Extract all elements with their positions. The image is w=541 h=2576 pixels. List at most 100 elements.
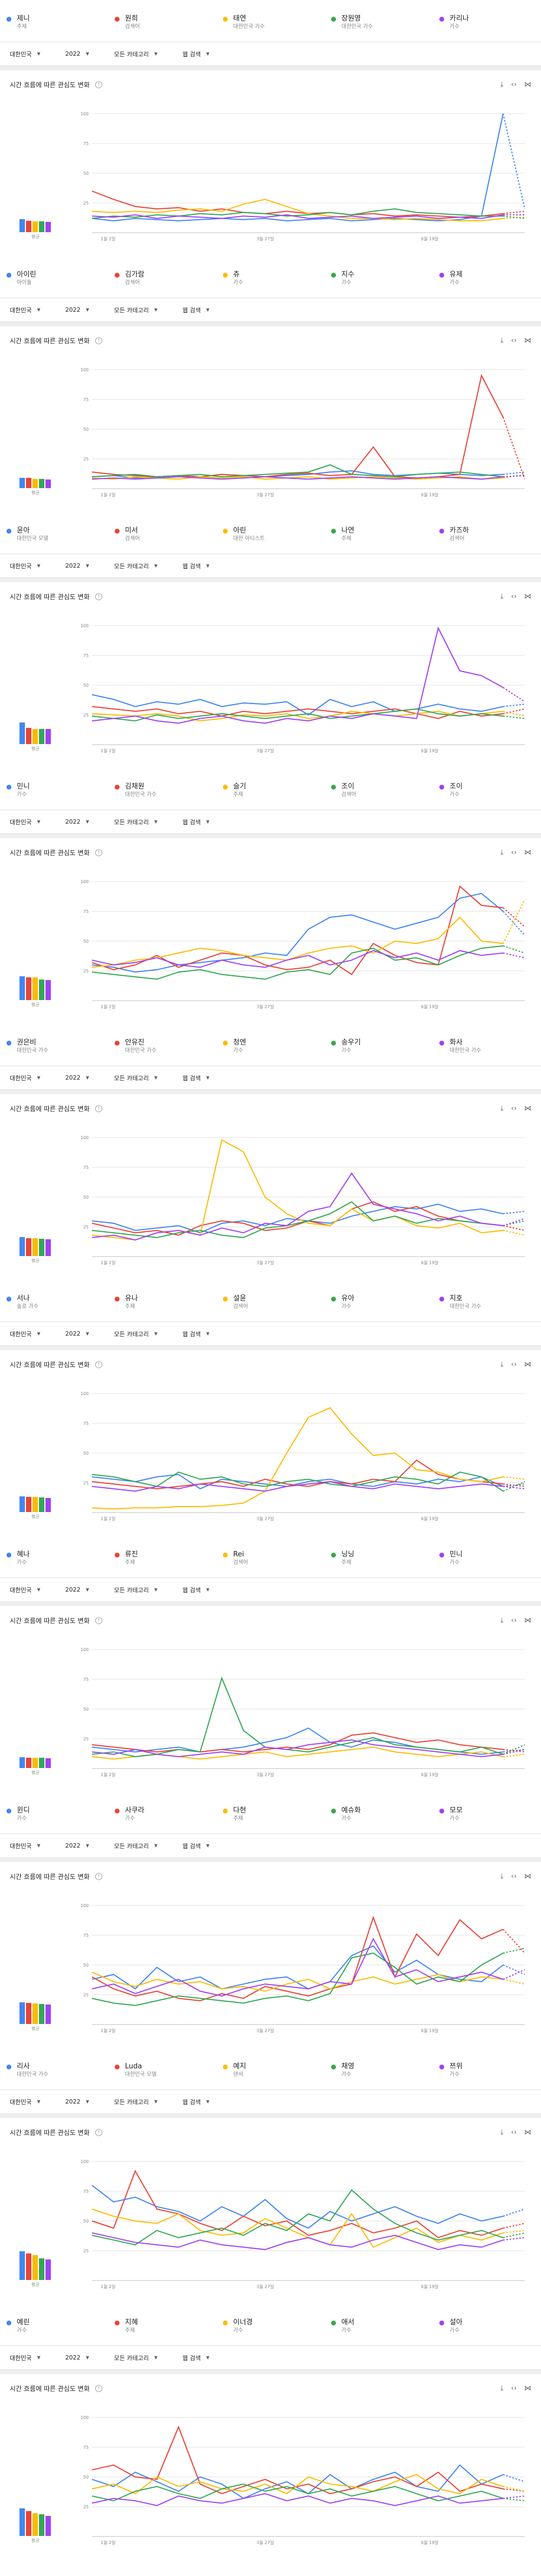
search-term[interactable]: 원희 검색어: [108, 0, 216, 31]
interest-line-chart[interactable]: 100 75 50 25 1월 2일 3월 27일 6월 19일: [11, 2151, 530, 2302]
region-filter[interactable]: 대한민국 ▼: [10, 818, 41, 826]
search-term[interactable]: 지혜 주제: [108, 2304, 216, 2335]
search-term[interactable]: 애서 가수: [325, 2304, 433, 2335]
search-term[interactable]: 청엔 가수: [216, 1024, 325, 1055]
search-type-filter[interactable]: 웹 검색 ▼: [182, 2098, 209, 2106]
embed-icon[interactable]: ‹›: [511, 1872, 517, 1881]
search-term[interactable]: 김가람 검색어: [108, 256, 216, 287]
help-icon[interactable]: ?: [95, 1872, 102, 1880]
search-term[interactable]: 예린 가수: [0, 2304, 108, 2335]
interest-line-chart[interactable]: 100 75 50 25 1월 2일 3월 27일 6월 19일: [11, 359, 530, 510]
search-term[interactable]: 화사 대한민국 가수: [433, 1024, 541, 1055]
search-term[interactable]: 유제 가수: [433, 256, 541, 287]
search-term[interactable]: 유나 주제: [108, 1280, 216, 1311]
period-filter[interactable]: 2022 ▼: [65, 50, 89, 57]
help-icon[interactable]: ?: [95, 1361, 102, 1368]
region-filter[interactable]: 대한민국 ▼: [10, 1842, 41, 1850]
period-filter[interactable]: 2022 ▼: [65, 1586, 89, 1593]
share-icon[interactable]: ⋈: [524, 1616, 531, 1625]
download-icon[interactable]: ⤓: [500, 336, 504, 345]
interest-line-chart[interactable]: 100 75 50 25 1월 2일 3월 27일 6월 19일: [11, 1895, 530, 2046]
embed-icon[interactable]: ‹›: [511, 848, 517, 857]
interest-line-chart[interactable]: 100 75 50 25 1월 2일 3월 27일 6월 19일: [11, 615, 530, 766]
interest-line-chart[interactable]: 100 75 50 25 1월 2일 3월 27일 6월 19일: [11, 1383, 530, 1534]
help-icon[interactable]: ?: [95, 81, 102, 88]
search-term[interactable]: 모모 가수: [433, 1792, 541, 1823]
search-term[interactable]: 사쿠라 가수: [108, 1792, 216, 1823]
search-type-filter[interactable]: 웹 검색 ▼: [182, 818, 209, 826]
search-term[interactable]: 카리나 가수: [433, 0, 541, 31]
help-icon[interactable]: ?: [95, 593, 102, 600]
download-icon[interactable]: ⤓: [500, 1360, 504, 1369]
share-icon[interactable]: ⋈: [524, 848, 531, 857]
share-icon[interactable]: ⋈: [524, 592, 531, 601]
search-term[interactable]: 슬기 주제: [216, 768, 325, 799]
search-term[interactable]: 민니 가수: [433, 1536, 541, 1567]
search-type-filter[interactable]: 웹 검색 ▼: [182, 2354, 209, 2362]
search-term[interactable]: 아린 대한 아티스트: [216, 512, 325, 543]
category-filter[interactable]: 모든 카테고리 ▼: [114, 2098, 157, 2106]
search-term[interactable]: 지호 대한민국 가수: [433, 1280, 541, 1311]
period-filter[interactable]: 2022 ▼: [65, 1330, 89, 1337]
search-term[interactable]: 설아 가수: [433, 2304, 541, 2335]
category-filter[interactable]: 모든 카테고리 ▼: [114, 562, 157, 570]
search-term[interactable]: 닝닝 주제: [325, 1536, 433, 1567]
search-term[interactable]: 설윤 검색어: [216, 1280, 325, 1311]
embed-icon[interactable]: ‹›: [511, 1104, 517, 1113]
search-type-filter[interactable]: 웹 검색 ▼: [182, 306, 209, 314]
search-term[interactable]: 태연 대한민국 가수: [216, 0, 325, 31]
interest-line-chart[interactable]: 100 75 50 25 1월 2일 3월 27일 6월 19일: [11, 103, 530, 254]
region-filter[interactable]: 대한민국 ▼: [10, 2098, 41, 2106]
embed-icon[interactable]: ‹›: [511, 592, 517, 601]
search-type-filter[interactable]: 웹 검색 ▼: [182, 1586, 209, 1594]
interest-line-chart[interactable]: 100 75 50 25 1월 2일 3월 27일 6월 19일: [11, 871, 530, 1022]
search-term[interactable]: 서나 솔로 가수: [0, 1280, 108, 1311]
period-filter[interactable]: 2022 ▼: [65, 2354, 89, 2361]
search-term[interactable]: 장원영 대한민국 가수: [325, 0, 433, 31]
search-type-filter[interactable]: 웹 검색 ▼: [182, 562, 209, 570]
search-type-filter[interactable]: 웹 검색 ▼: [182, 1842, 209, 1850]
period-filter[interactable]: 2022 ▼: [65, 1074, 89, 1081]
search-term[interactable]: 아이린 아이돌: [0, 256, 108, 287]
search-term[interactable]: 다현 주제: [216, 1792, 325, 1823]
search-term[interactable]: 제니 주제: [0, 0, 108, 31]
search-term[interactable]: 윤아 대한민국 모델: [0, 512, 108, 543]
help-icon[interactable]: ?: [95, 1105, 102, 1112]
period-filter[interactable]: 2022 ▼: [65, 818, 89, 825]
search-term[interactable]: 카즈하 검색어: [433, 512, 541, 543]
embed-icon[interactable]: ‹›: [511, 2384, 517, 2393]
embed-icon[interactable]: ‹›: [511, 80, 517, 89]
region-filter[interactable]: 대한민국 ▼: [10, 2354, 41, 2362]
interest-line-chart[interactable]: 100 75 50 25 1월 2일 3월 27일 6월 19일: [11, 1639, 530, 1790]
share-icon[interactable]: ⋈: [524, 80, 531, 89]
category-filter[interactable]: 모든 카테고리 ▼: [114, 306, 157, 314]
download-icon[interactable]: ⤓: [500, 1104, 504, 1113]
share-icon[interactable]: ⋈: [524, 2384, 531, 2393]
download-icon[interactable]: ⤓: [500, 1616, 504, 1625]
download-icon[interactable]: ⤓: [500, 80, 504, 89]
search-term[interactable]: 권은비 대한민국 가수: [0, 1024, 108, 1055]
search-term[interactable]: 이너경 가수: [216, 2304, 325, 2335]
search-type-filter[interactable]: 웹 검색 ▼: [182, 50, 209, 58]
region-filter[interactable]: 대한민국 ▼: [10, 562, 41, 570]
help-icon[interactable]: ?: [95, 849, 102, 856]
share-icon[interactable]: ⋈: [524, 2128, 531, 2137]
download-icon[interactable]: ⤓: [500, 2384, 504, 2393]
search-term[interactable]: 리사 대한민국 가수: [0, 2048, 108, 2079]
category-filter[interactable]: 모든 카테고리 ▼: [114, 1586, 157, 1594]
search-term[interactable]: 예지 댄서: [216, 2048, 325, 2079]
help-icon[interactable]: ?: [95, 2384, 102, 2392]
download-icon[interactable]: ⤓: [500, 2128, 504, 2137]
category-filter[interactable]: 모든 카테고리 ▼: [114, 818, 157, 826]
search-term[interactable]: 나연 주제: [325, 512, 433, 543]
search-term[interactable]: 유아 가수: [325, 1280, 433, 1311]
region-filter[interactable]: 대한민국 ▼: [10, 306, 41, 314]
category-filter[interactable]: 모든 카테고리 ▼: [114, 50, 157, 58]
embed-icon[interactable]: ‹›: [511, 336, 517, 345]
download-icon[interactable]: ⤓: [500, 1872, 504, 1881]
search-term[interactable]: 혜나 가수: [0, 1536, 108, 1567]
search-term[interactable]: 안유진 대한민국 가수: [108, 1024, 216, 1055]
search-type-filter[interactable]: 웹 검색 ▼: [182, 1330, 209, 1338]
region-filter[interactable]: 대한민국 ▼: [10, 1330, 41, 1338]
search-term[interactable]: 민니 가수: [0, 768, 108, 799]
